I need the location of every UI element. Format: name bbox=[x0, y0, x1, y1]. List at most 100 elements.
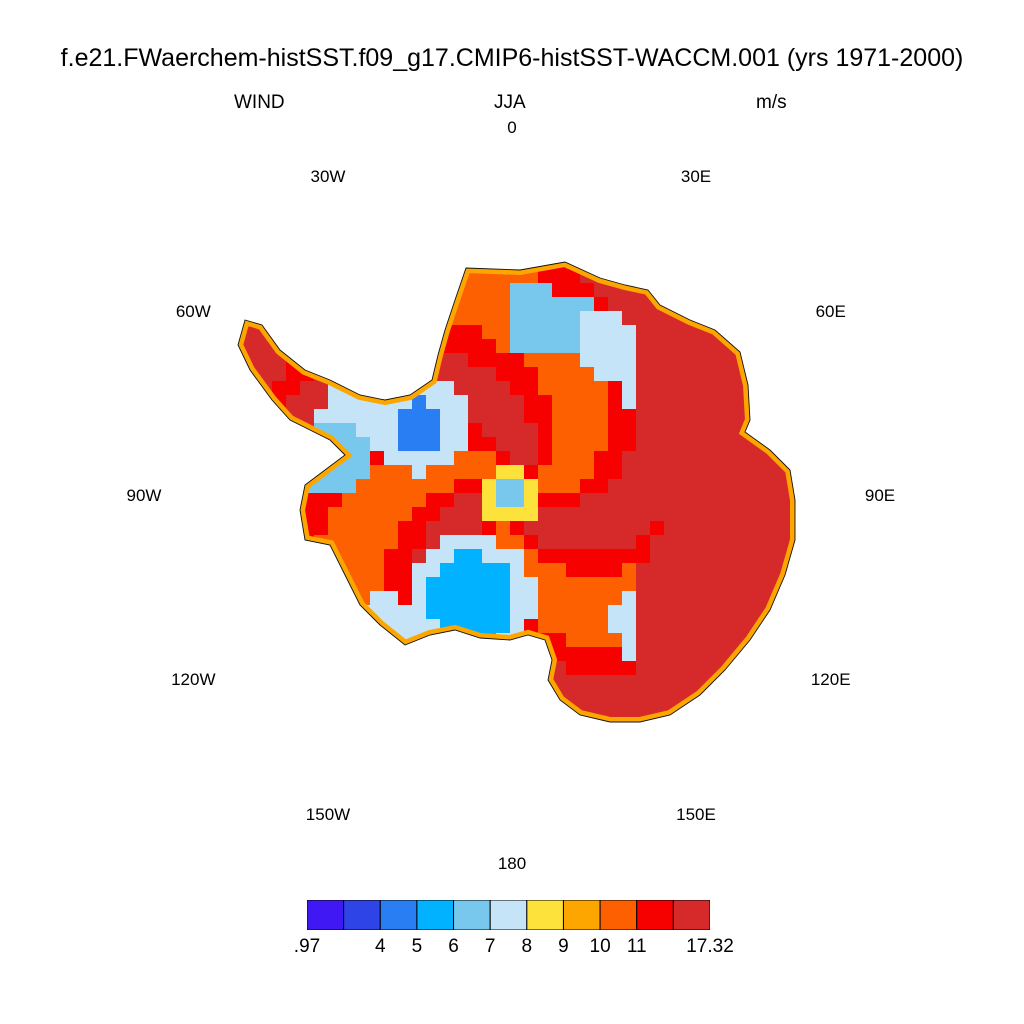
field-cell bbox=[286, 633, 301, 648]
field-cell bbox=[398, 283, 413, 298]
field-cell bbox=[664, 423, 679, 438]
field-cell bbox=[566, 367, 581, 382]
field-cell bbox=[692, 353, 707, 368]
field-cell bbox=[580, 577, 595, 592]
field-cell bbox=[496, 675, 511, 690]
field-cell bbox=[272, 577, 287, 592]
field-cell bbox=[580, 395, 595, 410]
field-cell bbox=[720, 311, 735, 326]
field-cell bbox=[454, 409, 469, 424]
field-cell bbox=[650, 493, 665, 508]
field-cell bbox=[622, 367, 637, 382]
field-cell bbox=[748, 283, 763, 298]
field-cell bbox=[524, 675, 539, 690]
colorbar-tick-label: 6 bbox=[448, 936, 459, 957]
field-cell bbox=[692, 703, 707, 718]
field-cell bbox=[440, 675, 455, 690]
field-cell bbox=[286, 605, 301, 620]
field-cell bbox=[538, 339, 553, 354]
field-cell bbox=[748, 647, 763, 662]
field-cell bbox=[454, 262, 469, 270]
field-cell bbox=[384, 451, 399, 466]
field-cell bbox=[454, 395, 469, 410]
field-cell bbox=[468, 493, 483, 508]
field-cell bbox=[762, 479, 777, 494]
field-cell bbox=[594, 395, 609, 410]
field-cell bbox=[440, 605, 455, 620]
field-cell bbox=[748, 521, 763, 536]
field-cell bbox=[622, 479, 637, 494]
field-cell bbox=[286, 269, 301, 284]
field-cell bbox=[622, 563, 637, 578]
field-cell bbox=[566, 451, 581, 466]
field-cell bbox=[608, 675, 623, 690]
field-cell bbox=[678, 549, 693, 564]
field-cell bbox=[636, 563, 651, 578]
field-cell bbox=[636, 339, 651, 354]
field-cell bbox=[398, 549, 413, 564]
field-cell bbox=[720, 605, 735, 620]
field-cell bbox=[790, 605, 795, 620]
field-cell bbox=[622, 647, 637, 662]
field-cell bbox=[426, 283, 441, 298]
field-cell bbox=[748, 731, 763, 746]
field-cell bbox=[594, 493, 609, 508]
field-cell bbox=[244, 633, 259, 648]
field-cell bbox=[440, 549, 455, 564]
field-cell bbox=[720, 451, 735, 466]
field-cell bbox=[804, 367, 819, 382]
field-cell bbox=[622, 381, 637, 396]
field-cell bbox=[608, 423, 623, 438]
field-cell bbox=[286, 465, 301, 480]
field-cell bbox=[356, 521, 371, 536]
field-cell bbox=[314, 591, 329, 606]
field-cell bbox=[426, 269, 441, 284]
field-cell bbox=[286, 703, 301, 718]
field-cell bbox=[482, 647, 497, 662]
field-cell bbox=[286, 549, 301, 564]
longitude-label: 0 bbox=[507, 118, 517, 137]
field-cell bbox=[608, 619, 623, 634]
field-cell bbox=[804, 409, 819, 424]
field-cell bbox=[482, 395, 497, 410]
field-cell bbox=[594, 647, 609, 662]
field-cell bbox=[238, 262, 245, 270]
field-cell bbox=[692, 437, 707, 452]
field-cell bbox=[762, 549, 777, 564]
field-cell bbox=[804, 339, 819, 354]
field-cell bbox=[524, 423, 539, 438]
field-cell bbox=[314, 311, 329, 326]
field-cell bbox=[566, 437, 581, 452]
field-cell bbox=[440, 367, 455, 382]
field-cell bbox=[734, 451, 749, 466]
field-cell bbox=[706, 269, 721, 284]
field-cell bbox=[776, 353, 791, 368]
field-cell bbox=[552, 423, 567, 438]
field-cell bbox=[804, 479, 819, 494]
field-cell bbox=[650, 521, 665, 536]
colorbar-tick-label: 8 bbox=[521, 936, 533, 957]
field-cell bbox=[398, 675, 413, 690]
field-cell bbox=[692, 647, 707, 662]
field-cell bbox=[454, 731, 469, 746]
field-cell bbox=[238, 633, 245, 648]
field-cell bbox=[790, 647, 795, 662]
field-cell bbox=[622, 521, 637, 536]
field-cell bbox=[272, 717, 287, 722]
field-cell bbox=[608, 262, 623, 270]
field-cell bbox=[300, 451, 315, 466]
field-cell bbox=[762, 367, 777, 382]
field-cell bbox=[776, 311, 791, 326]
longitude-label: 180 bbox=[497, 854, 527, 873]
field-cell bbox=[706, 549, 721, 564]
field-cell bbox=[468, 605, 483, 620]
field-cell bbox=[790, 689, 795, 704]
field-cell bbox=[426, 437, 441, 452]
field-cell bbox=[328, 479, 343, 494]
field-cell bbox=[238, 717, 245, 722]
field-cell bbox=[342, 269, 357, 284]
field-cell bbox=[238, 283, 245, 298]
field-cell bbox=[238, 395, 245, 410]
field-cell bbox=[720, 283, 735, 298]
field-cell bbox=[244, 493, 259, 508]
